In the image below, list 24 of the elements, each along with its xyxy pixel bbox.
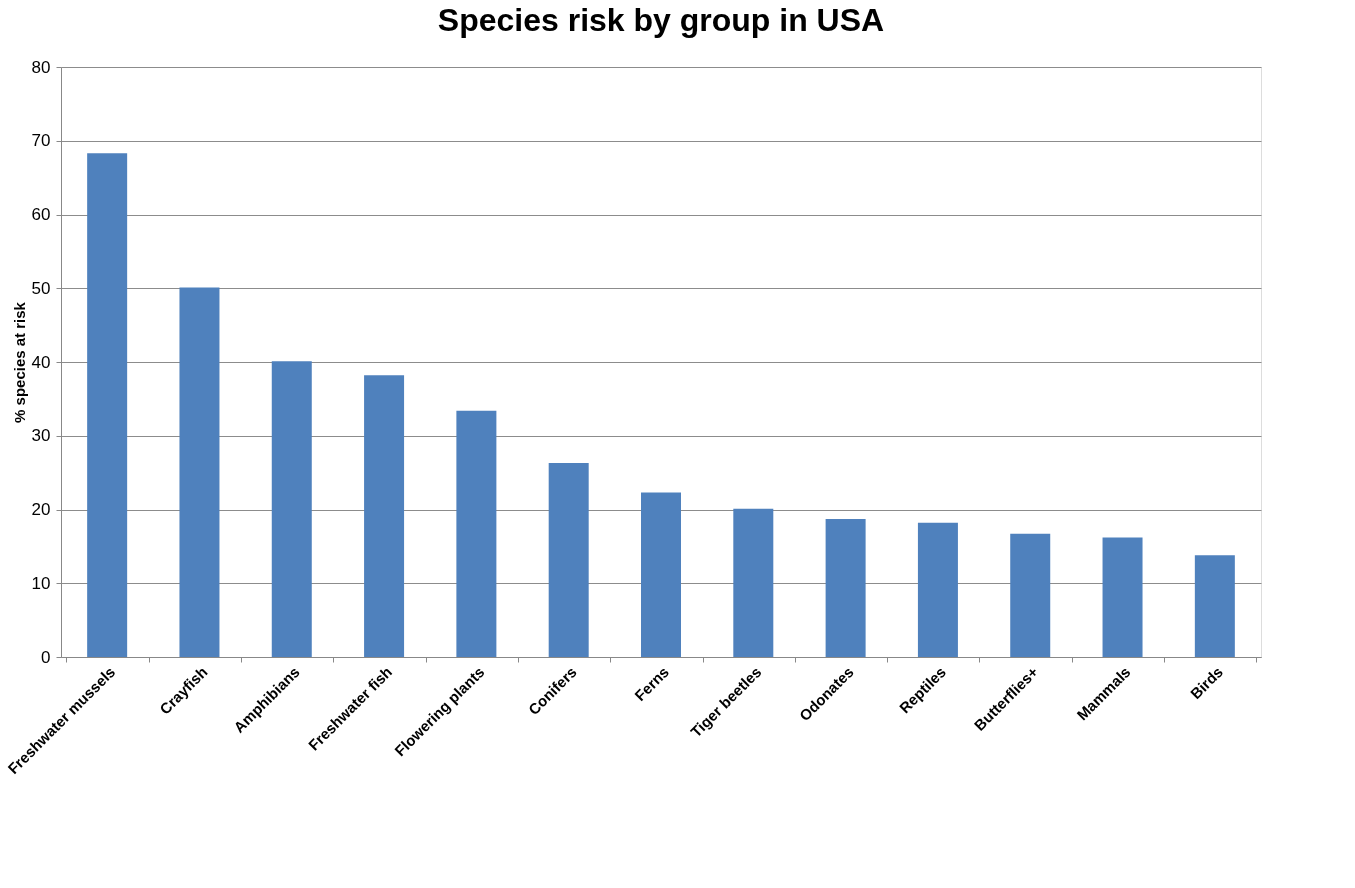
y-tick-label: 20 [31, 500, 51, 519]
bar [1010, 533, 1051, 657]
bar [1102, 537, 1143, 657]
bar [364, 375, 405, 657]
bar [917, 522, 958, 657]
y-tick-label: 80 [31, 57, 51, 77]
bar [179, 287, 220, 657]
bar [456, 410, 497, 657]
bar [271, 361, 312, 657]
y-tick-label: 50 [31, 278, 51, 298]
bar [548, 463, 589, 657]
bar [87, 153, 128, 657]
y-tick-label: 70 [31, 131, 51, 151]
y-tick-label: 60 [31, 205, 51, 224]
y-tick-label: 0 [41, 647, 51, 667]
chart-title: Species risk by group in USA [437, 2, 885, 38]
y-axis-title: % species at risk [10, 301, 28, 423]
y-tick-label: 10 [31, 573, 51, 593]
y-tick-label: 30 [31, 426, 51, 446]
bar [733, 508, 774, 657]
y-tick-label: 40 [31, 352, 51, 372]
bar [825, 519, 866, 657]
bar [1194, 555, 1235, 657]
bar [641, 492, 681, 657]
